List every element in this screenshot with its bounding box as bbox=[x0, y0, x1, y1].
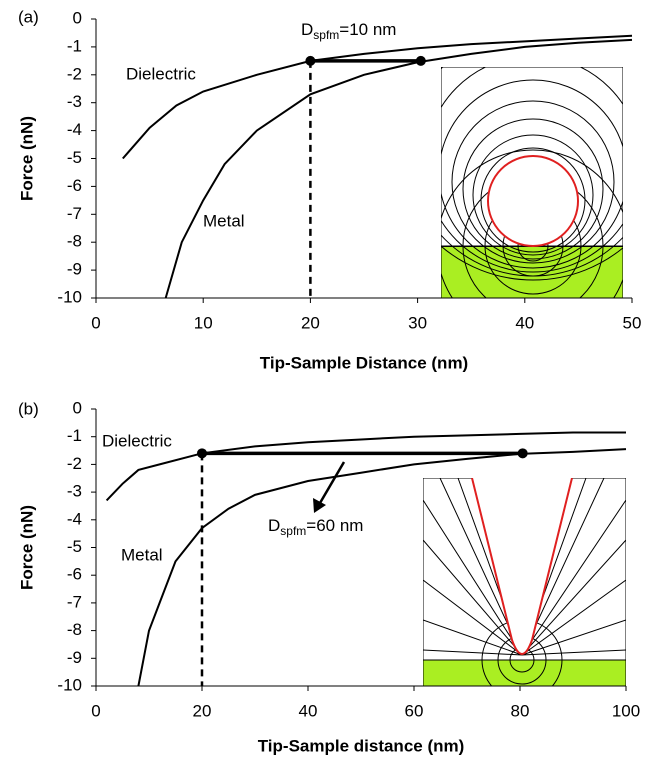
series-label: Dielectric bbox=[126, 64, 196, 83]
series-label: Metal bbox=[203, 211, 245, 230]
inset-a bbox=[441, 67, 623, 298]
panel-label: (b) bbox=[18, 399, 39, 418]
series-label: Metal bbox=[121, 545, 163, 564]
series-line bbox=[164, 38, 633, 299]
y-axis-title: Force (nN) bbox=[17, 116, 36, 201]
series-line bbox=[137, 448, 627, 687]
x-tick-label: 50 bbox=[623, 313, 642, 332]
x-tick-label: 30 bbox=[408, 313, 427, 332]
y-tick-label: -8 bbox=[67, 620, 82, 639]
annotation-main: D bbox=[301, 20, 313, 39]
series-label: Dielectric bbox=[102, 431, 172, 450]
x-tick-label: 40 bbox=[515, 313, 534, 332]
y-tick-label: -2 bbox=[67, 454, 82, 473]
x-axis-title: Tip-Sample Distance (nm) bbox=[260, 353, 468, 372]
annotation-sub: spfm bbox=[280, 524, 306, 538]
y-tick-label: -3 bbox=[67, 92, 82, 111]
y-tick-label: -6 bbox=[67, 565, 82, 584]
marker-dot bbox=[305, 55, 316, 66]
panel-label: (a) bbox=[18, 7, 39, 26]
series-line bbox=[105, 431, 626, 502]
inset-b bbox=[423, 478, 626, 686]
y-tick-label: 0 bbox=[73, 398, 82, 417]
x-tick-label: 40 bbox=[299, 701, 318, 720]
y-tick-label: -10 bbox=[57, 287, 82, 306]
annotation-sub: spfm bbox=[313, 28, 339, 42]
y-tick-label: -3 bbox=[67, 482, 82, 501]
y-tick-label: 0 bbox=[73, 8, 82, 27]
y-tick-label: -2 bbox=[67, 64, 82, 83]
annotation-rest: =10 nm bbox=[339, 20, 396, 39]
y-axis-title: Force (nN) bbox=[17, 505, 36, 590]
y-tick-label: -7 bbox=[67, 592, 82, 611]
x-axis-title: Tip-Sample distance (nm) bbox=[258, 736, 465, 755]
x-tick-label: 10 bbox=[194, 313, 213, 332]
x-tick-label: 20 bbox=[301, 313, 320, 332]
y-tick-label: -10 bbox=[57, 675, 82, 694]
x-tick-label: 60 bbox=[405, 701, 424, 720]
y-tick-label: -9 bbox=[67, 260, 82, 279]
y-tick-label: -6 bbox=[67, 176, 82, 195]
x-tick-label: 80 bbox=[511, 701, 530, 720]
series-line bbox=[122, 34, 633, 160]
y-tick-label: -1 bbox=[67, 36, 82, 55]
annotation-rest: =60 nm bbox=[306, 516, 363, 535]
marker-dot bbox=[197, 448, 207, 459]
x-tick-label: 20 bbox=[193, 701, 212, 720]
x-tick-label: 100 bbox=[612, 701, 640, 720]
y-tick-label: -4 bbox=[67, 509, 82, 528]
y-tick-label: -1 bbox=[67, 426, 82, 445]
annotation: Dspfm=10 nm bbox=[301, 20, 396, 42]
annotation: Dspfm=60 nm bbox=[268, 516, 363, 538]
arrow bbox=[313, 461, 346, 513]
x-tick-label: 0 bbox=[91, 701, 100, 720]
x-tick-label: 0 bbox=[91, 313, 100, 332]
y-tick-label: -5 bbox=[67, 537, 82, 556]
y-tick-label: -7 bbox=[67, 204, 82, 223]
marker-dot bbox=[415, 55, 426, 66]
y-tick-label: -5 bbox=[67, 148, 82, 167]
marker-dot bbox=[517, 448, 528, 459]
annotation-main: D bbox=[268, 516, 280, 535]
y-tick-label: -4 bbox=[67, 120, 82, 139]
y-tick-label: -8 bbox=[67, 232, 82, 251]
y-tick-label: -9 bbox=[67, 648, 82, 667]
